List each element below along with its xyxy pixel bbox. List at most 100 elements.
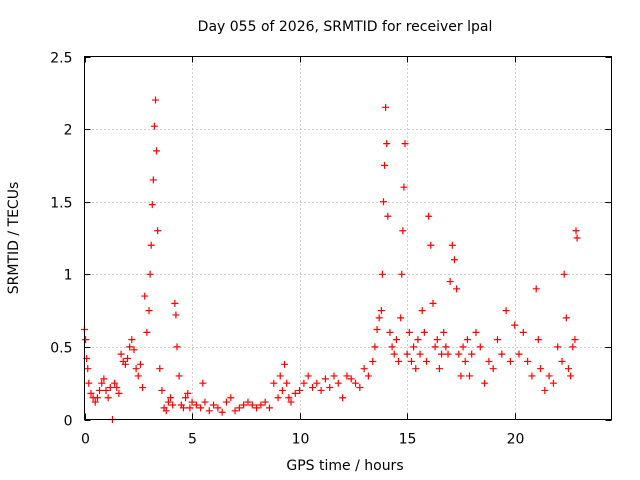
x-axis-label: GPS time / hours <box>286 458 403 474</box>
data-point <box>334 379 342 387</box>
data-point <box>392 336 400 344</box>
data-point <box>93 394 101 402</box>
y-tick-label: 2 <box>64 123 73 139</box>
data-point <box>96 386 104 394</box>
data-point <box>139 384 147 392</box>
data-point <box>416 350 424 358</box>
data-point <box>493 336 501 344</box>
data-point <box>343 372 351 380</box>
data-point <box>418 307 426 315</box>
data-point <box>321 375 329 383</box>
data-point <box>567 372 575 380</box>
data-point <box>132 365 140 373</box>
data-point <box>158 386 166 394</box>
data-point <box>528 372 536 380</box>
data-point <box>147 241 155 249</box>
data-point <box>117 350 125 358</box>
data-point <box>128 336 136 344</box>
y-tick-label: 1 <box>64 268 73 284</box>
data-point <box>378 270 386 278</box>
data-point <box>511 321 519 329</box>
data-point <box>182 394 190 402</box>
data-point <box>459 343 467 351</box>
data-point <box>154 227 162 235</box>
data-point <box>136 360 144 368</box>
data-point <box>468 350 476 358</box>
data-point <box>265 404 273 412</box>
y-tick-label: 0.5 <box>50 341 72 357</box>
data-point <box>423 357 431 365</box>
data-point <box>171 299 179 307</box>
data-point <box>172 311 180 319</box>
data-point <box>457 372 465 380</box>
data-point <box>379 198 387 206</box>
data-point <box>205 407 213 415</box>
data-point <box>448 241 456 249</box>
data-point <box>481 379 489 387</box>
data-point <box>444 350 452 358</box>
data-point <box>270 379 278 387</box>
data-point <box>100 375 108 383</box>
data-point <box>400 183 408 191</box>
data-point <box>124 355 132 363</box>
data-point <box>386 328 394 336</box>
data-point <box>371 343 379 351</box>
data-point <box>304 372 312 380</box>
data-point <box>476 343 484 351</box>
data-point <box>274 394 282 402</box>
data-point <box>248 401 256 409</box>
data-point <box>330 372 338 380</box>
data-point <box>146 270 154 278</box>
data-point <box>554 343 562 351</box>
data-point <box>450 256 458 264</box>
data-point <box>192 401 200 409</box>
data-point <box>560 270 568 278</box>
data-point <box>98 379 106 387</box>
data-point <box>261 398 269 406</box>
data-point <box>571 336 579 344</box>
data-point <box>235 404 243 412</box>
data-point <box>438 350 446 358</box>
axis-ticks: 0 5 10 15 20 0 0.5 1 1.5 2 2.5 <box>50 51 612 448</box>
data-point <box>281 360 289 368</box>
data-point <box>175 372 183 380</box>
data-point <box>455 350 463 358</box>
data-point <box>524 357 532 365</box>
data-point <box>537 365 545 373</box>
data-point <box>369 357 377 365</box>
data-point <box>502 307 510 315</box>
y-tick-label: 0 <box>64 414 73 430</box>
data-point <box>390 350 398 358</box>
data-point <box>326 384 334 392</box>
data-point <box>201 398 209 406</box>
data-point <box>395 357 403 365</box>
data-point <box>573 234 581 242</box>
data-point <box>184 389 192 397</box>
data-point <box>102 386 110 394</box>
data-marks <box>81 96 581 423</box>
data-point <box>210 401 218 409</box>
data-point <box>313 379 321 387</box>
data-point <box>145 307 153 315</box>
data-point <box>407 357 415 365</box>
data-point <box>410 343 418 351</box>
data-point <box>427 241 435 249</box>
data-point <box>405 328 413 336</box>
data-point <box>339 394 347 402</box>
data-point <box>382 103 390 111</box>
data-point <box>162 407 170 415</box>
data-point <box>515 350 523 358</box>
data-point <box>440 328 448 336</box>
data-point <box>383 140 391 148</box>
data-point <box>388 343 396 351</box>
data-point <box>300 379 308 387</box>
data-point <box>285 394 293 402</box>
data-point <box>519 328 527 336</box>
data-point <box>188 398 196 406</box>
data-point <box>240 401 248 409</box>
data-point <box>85 379 93 387</box>
data-point <box>541 386 549 394</box>
data-point <box>461 357 469 365</box>
data-point <box>169 401 177 409</box>
